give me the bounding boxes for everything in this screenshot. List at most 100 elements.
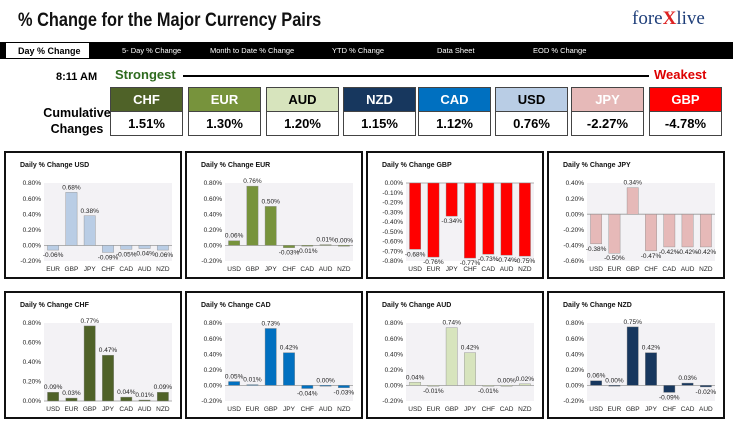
currency-cumulative-value: 1.12%: [436, 116, 473, 131]
x-tick-label: CHF: [282, 266, 295, 273]
chart-cad-panel: Daily % Change CAD -0.20% 0.00% 0.20% 0.40% 0…: [185, 291, 363, 419]
timestamp: 8:11 AM: [56, 71, 98, 83]
data-label: 0.77%: [80, 318, 99, 325]
bar-eur: [608, 385, 621, 387]
data-label: 0.02%: [516, 376, 535, 383]
data-label: -0.05%: [116, 251, 137, 258]
y-tick-label: 0.20%: [204, 227, 223, 234]
bar-jpy: [264, 206, 277, 246]
bar-eur: [608, 214, 621, 254]
data-label: 0.01%: [316, 237, 335, 244]
x-tick-label: NZD: [699, 266, 713, 273]
y-tick-label: -0.80%: [382, 258, 403, 265]
x-tick-label: USD: [589, 266, 603, 273]
data-label: -0.06%: [153, 252, 174, 259]
bar-jpy: [83, 215, 96, 246]
chart-nzd: Daily % Change NZD -0.20% 0.00% 0.20% 0.40% 0…: [563, 302, 717, 413]
x-tick-label: EUR: [65, 406, 79, 413]
forexlive-logo[interactable]: foreXlive: [632, 8, 705, 30]
currency-box-usd: USD 0.76%: [495, 87, 568, 136]
bar-chf: [663, 385, 676, 393]
currency-code: EUR: [189, 88, 260, 112]
chart-usd-panel: Daily % Change USD -0.20% 0.00% 0.20% 0.40% 0…: [4, 151, 182, 279]
chart-title: Daily % Change NZD: [563, 302, 632, 309]
x-tick-label: JPY: [446, 266, 459, 273]
data-label: -0.42%: [659, 249, 680, 256]
data-label: -0.75%: [515, 258, 536, 265]
x-tick-label: GBP: [264, 406, 278, 413]
bar-usd: [590, 380, 603, 386]
tab-eod-change[interactable]: EOD % Change: [533, 46, 587, 55]
data-label: -0.04%: [297, 391, 318, 398]
data-label: 0.09%: [154, 384, 173, 391]
bar-aud: [138, 245, 151, 249]
currency-box-cad: CAD 1.12%: [418, 87, 491, 136]
data-label: -0.77%: [460, 260, 481, 267]
tab-day-change[interactable]: Day % Change: [5, 42, 90, 59]
logo-suffix: live: [676, 8, 705, 29]
tab-data-sheet[interactable]: Data Sheet: [437, 46, 475, 55]
x-tick-label: AUD: [699, 406, 713, 413]
x-tick-label: NZD: [518, 406, 532, 413]
rank-line: [183, 75, 649, 77]
data-label: -0.01%: [478, 388, 499, 395]
data-label: -0.38%: [586, 246, 607, 253]
bar-aud: [319, 244, 332, 246]
tab-month-to-date-change[interactable]: Month to Date % Change: [210, 46, 295, 55]
bar-cad: [663, 214, 676, 248]
x-tick-label: CHF: [644, 266, 657, 273]
chart-usd: Daily % Change USD -0.20% 0.00% 0.20% 0.40% 0…: [20, 162, 174, 273]
y-tick-label: -0.20%: [201, 258, 222, 265]
data-label: 0.47%: [99, 347, 118, 354]
data-label: 0.00%: [497, 377, 516, 384]
bar-usd: [47, 392, 60, 402]
bar-cad: [120, 396, 133, 402]
data-label: 0.04%: [406, 374, 425, 381]
x-tick-label: EUR: [608, 406, 622, 413]
y-tick-label: 0.00%: [23, 398, 42, 405]
data-label: -0.02%: [696, 389, 717, 396]
x-tick-label: USD: [408, 406, 422, 413]
chart-title: Daily % Change CHF: [20, 302, 90, 309]
y-tick-label: 0.60%: [23, 340, 42, 347]
data-label: 0.01%: [243, 377, 262, 384]
y-tick-label: -0.20%: [20, 258, 41, 265]
bar-aud: [138, 399, 151, 402]
data-label: -0.50%: [604, 255, 625, 262]
currency-box-chf: CHF 1.51%: [110, 87, 183, 136]
currency-code: NZD: [344, 88, 415, 112]
currency-code: CHF: [111, 88, 182, 112]
cumulative-label-line2: Changes: [50, 122, 104, 136]
data-label: 0.00%: [605, 377, 624, 384]
page-title: % Change for the Major Currency Pairs: [18, 10, 322, 31]
data-label: 0.00%: [316, 377, 335, 384]
currency-code: CAD: [419, 88, 490, 112]
chart-gbp-panel: Daily % Change GBP -0.80% -0.70% -0.60% -0.5…: [366, 151, 544, 279]
y-tick-label: -0.20%: [563, 398, 584, 405]
x-tick-label: NZD: [156, 266, 170, 273]
x-tick-label: CHF: [482, 406, 495, 413]
data-label: -0.74%: [496, 257, 517, 264]
x-tick-label: EUR: [46, 266, 60, 273]
bar-jpy: [645, 352, 657, 386]
y-tick-label: -0.20%: [382, 200, 403, 207]
data-label: -0.68%: [405, 251, 426, 258]
y-tick-label: -0.40%: [563, 243, 584, 250]
bar-chf: [283, 245, 295, 248]
chart-chf: Daily % Change CHF 0.00% 0.20% 0.40% 0.60% 0.…: [20, 302, 173, 413]
y-tick-label: 0.20%: [23, 227, 42, 234]
tab-ytd-change[interactable]: YTD % Change: [332, 46, 385, 55]
currency-cumulative-value: -2.27%: [586, 116, 629, 131]
bar-gbp: [264, 328, 277, 386]
bar-chf: [464, 182, 476, 259]
currency-cumulative-value: 0.76%: [513, 116, 550, 131]
data-label: -0.01%: [423, 388, 444, 395]
tab-5-day-change[interactable]: 5- Day % Change: [122, 46, 182, 55]
y-tick-label: 0.00%: [204, 243, 223, 250]
y-tick-label: 0.20%: [385, 367, 404, 374]
data-label: 0.01%: [135, 392, 154, 399]
x-tick-label: GBP: [626, 406, 640, 413]
bar-gbp: [626, 326, 639, 386]
x-tick-label: CAD: [662, 266, 676, 273]
data-label: 0.68%: [62, 184, 81, 191]
